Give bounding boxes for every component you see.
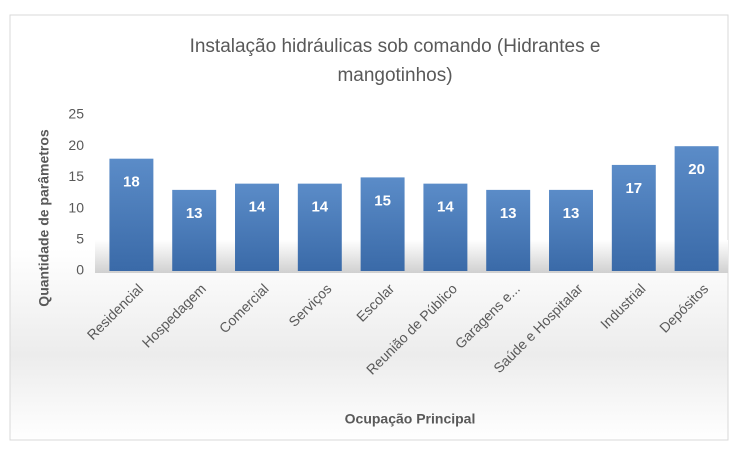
bar xyxy=(611,164,656,271)
data-label: 14 xyxy=(437,199,454,216)
y-tick-label: 5 xyxy=(76,231,84,247)
data-label: 14 xyxy=(311,199,328,216)
bar xyxy=(109,158,154,271)
y-tick-label: 25 xyxy=(68,106,84,122)
y-tick-label: 15 xyxy=(68,168,84,184)
data-label: 18 xyxy=(123,174,140,191)
y-tick-label: 0 xyxy=(76,262,84,278)
bar xyxy=(360,177,405,271)
bar xyxy=(486,189,531,271)
y-axis-title: Quantidade de parâmetros xyxy=(36,129,52,307)
data-label: 14 xyxy=(249,199,266,216)
bar xyxy=(172,189,217,271)
data-label: 17 xyxy=(625,180,642,197)
data-label: 13 xyxy=(186,205,203,222)
chart-title: Instalação hidráulicas sob comando (Hidr… xyxy=(189,36,601,86)
data-label: 13 xyxy=(500,205,517,222)
data-label: 13 xyxy=(563,205,580,222)
bar xyxy=(674,146,719,271)
x-axis-title: Ocupação Principal xyxy=(345,411,476,427)
bar xyxy=(423,183,468,271)
bar xyxy=(235,183,279,271)
bar xyxy=(549,189,593,271)
data-label: 15 xyxy=(374,192,391,209)
y-tick-label: 10 xyxy=(68,199,84,215)
y-tick-label: 20 xyxy=(68,137,84,153)
data-label: 20 xyxy=(688,161,705,178)
bar xyxy=(297,183,342,271)
